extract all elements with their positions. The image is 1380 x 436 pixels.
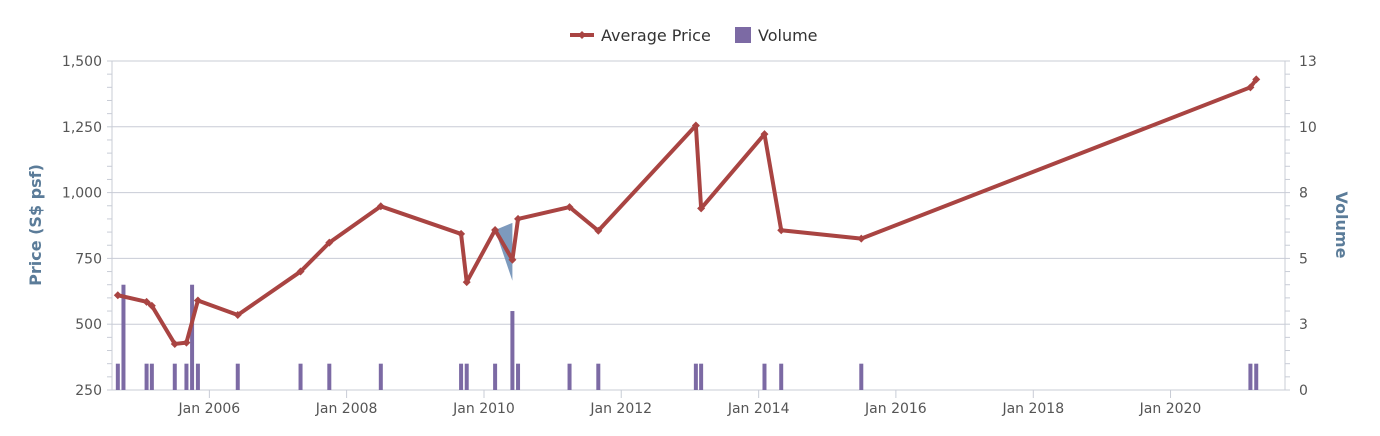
volume-bar: [298, 363, 303, 390]
average-price-point: [170, 339, 179, 348]
volume-bars: [115, 284, 1259, 390]
legend-item-label: Volume: [758, 26, 818, 45]
average-price-point: [594, 226, 603, 235]
volume-bar: [693, 363, 698, 390]
average-price-point: [565, 203, 574, 212]
average-price-point: [376, 202, 385, 211]
average-price-point: [777, 226, 786, 235]
volume-bar: [190, 284, 195, 390]
y-left-axis-title: Price (S$ psf): [26, 164, 45, 286]
x-axis: Jan 2006 Jan 2008 Jan 2010 Jan 2012 Jan 2014…: [112, 389, 1285, 417]
volume-bar: [195, 363, 200, 390]
volume-bar: [464, 363, 469, 390]
legend-square-icon: [735, 27, 751, 43]
x-tick-label: Jan 2008: [315, 401, 378, 417]
average-price-series-line: [115, 77, 1259, 346]
volume-bar: [596, 363, 601, 390]
volume-bar: [327, 363, 332, 390]
legend-item-label: Average Price: [601, 26, 711, 45]
volume-bar: [115, 363, 120, 390]
y-axis-left: 250 500 750 1,000 1,250 1,500: [62, 54, 113, 399]
y-left-tick-label: 1,500: [62, 54, 102, 70]
average-price-point: [296, 267, 305, 276]
y-left-tick-label: 750: [75, 251, 102, 267]
average-price-point: [147, 301, 156, 310]
volume-bar: [144, 363, 149, 390]
x-tick-label: Jan 2014: [727, 401, 790, 417]
x-tick-label: Jan 2016: [864, 401, 927, 417]
average-price-point: [491, 225, 500, 234]
volume-bar: [172, 363, 177, 390]
average-price-point: [325, 238, 334, 247]
x-tick-label: Jan 2020: [1139, 401, 1202, 417]
volume-bar: [1248, 363, 1253, 390]
average-price-point: [182, 338, 191, 347]
average-price-point: [514, 214, 523, 223]
y-right-tick-label: 13: [1299, 54, 1317, 70]
average-price-point: [760, 130, 769, 139]
volume-bar: [184, 363, 189, 390]
legend-diamond-icon: [578, 31, 586, 39]
volume-bar: [459, 363, 464, 390]
average-price-line: [113, 75, 1261, 348]
volume-bar: [779, 363, 784, 390]
volume-bar: [567, 363, 572, 390]
volume-bar: [516, 363, 521, 390]
volume-bar: [699, 363, 704, 390]
average-price-point: [142, 297, 151, 306]
average-price-point: [508, 255, 517, 264]
volume-bar: [859, 363, 864, 390]
y-left-tick-label: 250: [75, 383, 102, 399]
average-price-point: [113, 291, 122, 300]
average-price-point: [233, 310, 242, 319]
y-right-tick-label: 0: [1299, 383, 1308, 399]
volume-bar: [762, 363, 767, 390]
y-right-axis-title: Volume: [1332, 192, 1351, 259]
y-left-tick-label: 500: [75, 317, 102, 333]
average-price-point: [691, 121, 700, 130]
average-price-point: [1246, 83, 1255, 92]
y-right-tick-label: 8: [1299, 186, 1308, 202]
volume-bar: [493, 363, 498, 390]
average-price-point: [857, 234, 866, 243]
x-tick-label: Jan 2012: [589, 401, 652, 417]
volume-bar: [149, 363, 154, 390]
volume-bar: [121, 284, 126, 390]
x-tick-label: Jan 2006: [178, 401, 241, 417]
average-price-point: [193, 296, 202, 305]
y-right-tick-label: 5: [1299, 251, 1308, 267]
average-price-point: [462, 278, 471, 287]
average-price-point: [1252, 75, 1261, 84]
y-axis-right: 0 3 5 8 10 13: [1284, 54, 1317, 399]
y-right-tick-label: 10: [1299, 120, 1317, 136]
grid-lines: [112, 60, 1285, 391]
legend: Average Price Volume: [570, 26, 818, 45]
average-price-point: [697, 204, 706, 213]
y-left-tick-label: 1,250: [62, 120, 102, 136]
volume-bar: [510, 311, 515, 390]
average-price-point: [457, 229, 466, 238]
y-left-tick-label: 1,000: [62, 186, 102, 202]
x-tick-label: Jan 2018: [1001, 401, 1064, 417]
y-right-tick-label: 3: [1299, 317, 1308, 333]
volume-bar: [235, 363, 240, 390]
volume-bar: [378, 363, 383, 390]
x-tick-label: Jan 2010: [452, 401, 515, 417]
volume-bar: [1254, 363, 1259, 390]
